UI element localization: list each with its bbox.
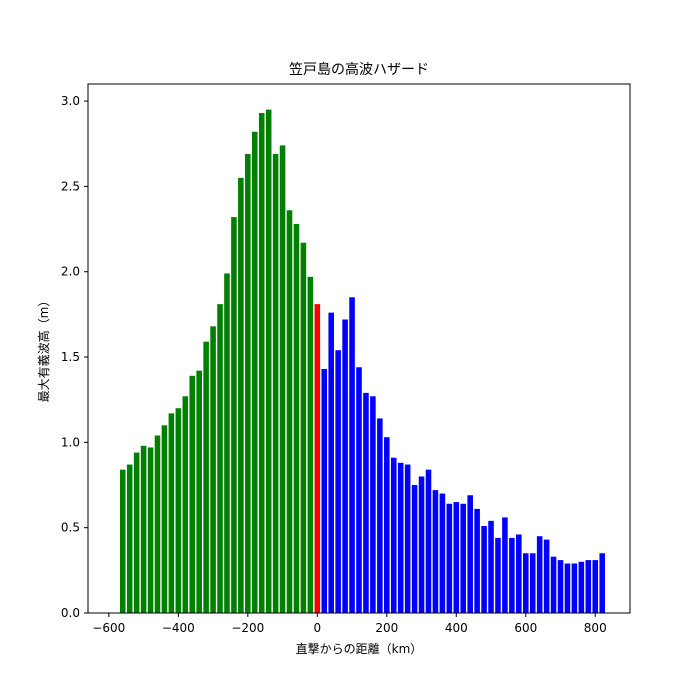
bar-departure <box>321 368 328 613</box>
bar-approach <box>182 396 189 613</box>
y-tick-label: 0.0 <box>61 606 80 620</box>
bar-approach <box>133 452 140 613</box>
bar-approach <box>175 408 182 613</box>
y-tick-label: 3.0 <box>61 94 80 108</box>
y-tick-label: 2.0 <box>61 265 80 279</box>
bar-approach <box>300 242 307 613</box>
bar-approach <box>217 304 223 613</box>
y-tick-label: 1.5 <box>61 350 80 364</box>
bar-approach <box>140 445 147 613</box>
bar-approach <box>286 210 293 613</box>
x-axis-label: 直撃からの距離（km） <box>296 641 423 656</box>
x-tick-label: −600 <box>92 621 125 635</box>
bar-departure <box>411 485 418 613</box>
bar-departure <box>328 312 334 613</box>
bar-approach <box>196 370 202 613</box>
bar-departure <box>481 525 487 613</box>
y-axis-label: 最大有義波高（m） <box>36 295 51 403</box>
bar-departure <box>543 539 550 613</box>
bar-departure <box>536 536 543 613</box>
y-tick-label: 0.5 <box>61 521 80 535</box>
bar-departure <box>599 553 605 613</box>
x-tick-label: −400 <box>162 621 195 635</box>
bar-approach <box>168 413 175 613</box>
bar-departure <box>509 537 515 613</box>
bar-departure <box>564 563 571 613</box>
bar-approach <box>119 469 126 613</box>
bar-approach <box>126 464 133 613</box>
bar-departure <box>363 392 369 613</box>
bar-approach <box>272 153 279 613</box>
x-tick-label: 800 <box>584 621 607 635</box>
bar-departure <box>474 508 480 613</box>
y-tick-label: 2.5 <box>61 179 80 193</box>
bar-departure <box>453 502 460 613</box>
bar-departure <box>397 462 404 613</box>
bar-departure <box>557 560 564 613</box>
bar-departure <box>522 553 529 613</box>
bar-departure <box>390 457 397 613</box>
bar-departure <box>495 537 501 613</box>
plot-frame <box>87 83 631 614</box>
bar-departure <box>349 297 355 613</box>
bar-departure <box>377 418 383 613</box>
bar-approach <box>161 425 168 613</box>
ticks-group: −600 −400 −200 0 200 400 600 800 0.0 0.5 1.0 1.5 2.0… <box>61 94 607 635</box>
x-tick-label: 0 <box>313 621 321 635</box>
bar-departure <box>335 350 341 613</box>
bar-departure <box>502 517 508 613</box>
bar-approach <box>238 177 244 613</box>
bar-departure <box>418 476 425 613</box>
bar-approach <box>224 273 230 613</box>
bar-departure <box>529 553 536 613</box>
bar-approach <box>293 223 300 613</box>
bars-group <box>119 109 605 613</box>
bar-departure <box>370 396 376 613</box>
chart-title: 笠戸島の高波ハザード <box>289 61 429 78</box>
bar-departure <box>571 563 578 613</box>
x-tick-label: 200 <box>375 621 398 635</box>
bar-approach <box>279 145 286 613</box>
bar-departure <box>446 503 453 613</box>
bar-approach <box>265 109 272 613</box>
bar-direct <box>314 304 321 613</box>
bar-approach <box>189 375 196 613</box>
bar-approach <box>147 447 154 613</box>
bar-approach <box>203 341 209 613</box>
bar-approach <box>251 131 258 613</box>
bar-departure <box>425 469 432 613</box>
bar-departure <box>585 560 592 613</box>
bar-departure <box>384 437 390 613</box>
bar-departure <box>550 556 557 613</box>
bar-approach <box>154 435 161 613</box>
y-tick-label: 1.0 <box>61 435 80 449</box>
bar-approach <box>258 113 265 613</box>
bar-departure <box>578 561 585 613</box>
x-tick-label: 600 <box>514 621 537 635</box>
x-tick-label: −200 <box>231 621 264 635</box>
bar-departure <box>404 464 411 613</box>
bar-approach <box>307 276 314 613</box>
bar-departure <box>342 319 348 613</box>
bar-departure <box>432 490 439 613</box>
bar-departure <box>460 503 467 613</box>
bar-departure <box>439 493 446 613</box>
x-tick-label: 400 <box>445 621 468 635</box>
bar-approach <box>245 153 251 613</box>
bar-departure <box>488 520 494 613</box>
bar-departure <box>592 560 599 613</box>
bar-departure <box>516 534 522 613</box>
bar-departure <box>467 495 473 613</box>
bar-departure <box>356 367 362 613</box>
bar-approach <box>210 326 216 613</box>
bar-approach <box>231 217 237 613</box>
